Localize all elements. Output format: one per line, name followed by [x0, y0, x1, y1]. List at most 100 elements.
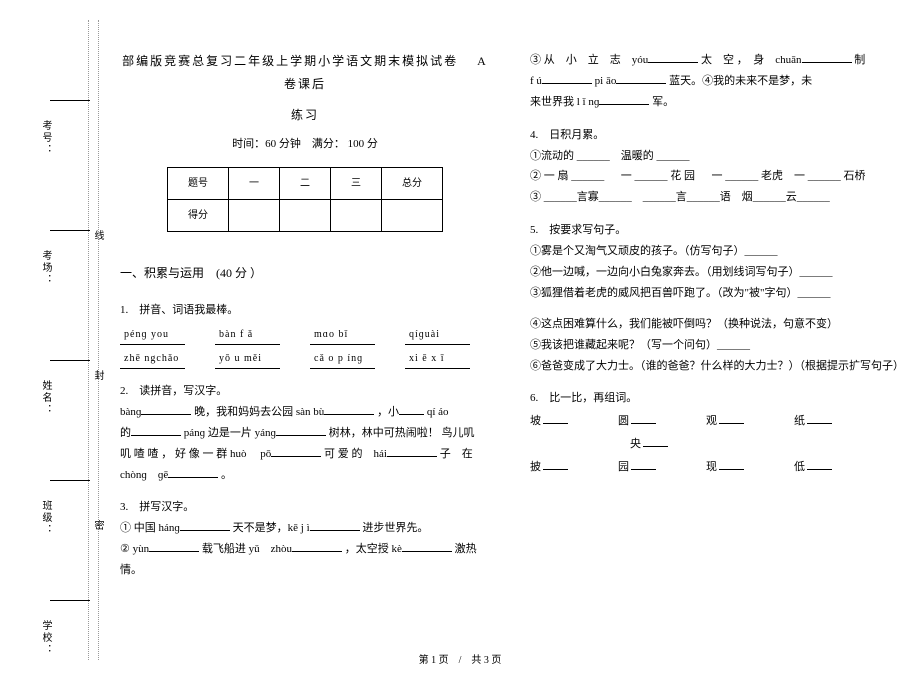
binding-line [50, 230, 90, 231]
binding-margin: 学校： 班级： 姓名： 考场： 考号： 密 封 线 [0, 0, 110, 681]
q3-line-1: ① 中国 hánɡ 天不是梦，kē j ì 进步世界先。 [120, 518, 490, 539]
q3-line-3: ③ 从 小 立 志 yóu 太 空 ， 身 chuān 制 [530, 50, 900, 71]
column-left: 部编版竞赛总复习二年级上学期小学语文期末模拟试卷 A 卷课后 练习 时间：60 … [120, 50, 490, 650]
char: 坡 [530, 411, 541, 432]
blank [719, 412, 744, 424]
compare-item: 低 [794, 457, 832, 478]
pinyin-item: yō u měi [215, 349, 280, 369]
binding-line [50, 360, 90, 361]
q4-line-1: ①流动的 ______ 温暖的 ______ [530, 146, 900, 167]
pinyin-item: qíɡuài [405, 325, 470, 345]
td-blank [331, 200, 382, 232]
q3-line-4: f ú pi āo 蓝天。④我的未来不是梦，未 [530, 71, 900, 92]
text: 的 [120, 427, 131, 439]
binding-line [50, 480, 90, 481]
binding-label-id: 考号： [38, 120, 53, 156]
text: ，小 [377, 406, 399, 418]
char: 低 [794, 457, 805, 478]
compare-item: 圆 [618, 411, 656, 432]
text: 子 在 [440, 448, 473, 460]
compare-item: 纸 [794, 411, 832, 432]
compare-item: 披 [530, 457, 568, 478]
q2-label: 2. 读拼音，写汉字。 [120, 381, 490, 402]
th-3: 三 [331, 168, 382, 200]
blank [402, 540, 452, 552]
th-label: 题号 [168, 168, 229, 200]
blank [149, 540, 199, 552]
blank [599, 93, 649, 105]
question-6: 6. 比一比，再组词。 坡 圆 观 纸 央 披 园 现 低 [530, 388, 900, 478]
timing-info: 时间：60 分钟 满分： 100 分 [120, 134, 490, 155]
binding-label-name: 姓名： [38, 380, 53, 416]
spacer [530, 304, 900, 314]
question-4: 4. 日积月累。 ①流动的 ______ 温暖的 ______ ② 一 扇 __… [530, 125, 900, 209]
compare-item: 观 [706, 411, 744, 432]
marker-xian: 线 [90, 230, 105, 240]
q6-label: 6. 比一比，再组词。 [530, 388, 900, 409]
column-right: ③ 从 小 立 志 yóu 太 空 ， 身 chuān 制 f ú pi āo … [530, 50, 900, 650]
blank [543, 412, 568, 424]
q5-s2: ②他一边喊，一边向小白兔家奔去。（用划线词写句子）______ [530, 262, 900, 283]
text: 进步世界先。 [362, 522, 428, 534]
char: 央 [630, 434, 641, 455]
text: 树林，林中可热闹啦！ 鸟儿叽 [329, 427, 475, 439]
pinyin-item: xi ē x ī [405, 349, 470, 369]
q5-label: 5. 按要求写句子。 [530, 220, 900, 241]
exam-title: 部编版竞赛总复习二年级上学期小学语文期末模拟试卷 A 卷课后 [120, 50, 490, 96]
q2-line-4: chònɡ ɡē 。 [120, 465, 490, 486]
question-1: 1. 拼音、词语我最棒。 pénɡ you bàn f ǎ mɑo bǐ qíɡ… [120, 300, 490, 369]
pinyin-item: pénɡ you [120, 325, 185, 345]
char: 观 [706, 411, 717, 432]
char: 园 [618, 457, 629, 478]
marker-feng: 封 [90, 370, 105, 380]
blank [543, 458, 568, 470]
text: 晚，我和妈妈去公园 sàn bù [194, 406, 324, 418]
question-3: 3. 拼写汉字。 ① 中国 hánɡ 天不是梦，kē j ì 进步世界先。 ② … [120, 497, 490, 581]
q5-s6: ⑥爸爸变成了大力士。（谁的爸爸？什么样的大力士？）（根据提示扩写句子） [530, 356, 900, 377]
blank [648, 51, 698, 63]
compare-row-1: 坡 圆 观 纸 [530, 411, 900, 432]
binding-label-room: 考场： [38, 250, 53, 286]
th-2: 二 [280, 168, 331, 200]
blank [141, 403, 191, 415]
blank [387, 445, 437, 457]
binding-line [50, 100, 90, 101]
th-1: 一 [229, 168, 280, 200]
blank [643, 435, 668, 447]
pinyin-item: mɑo bǐ [310, 325, 375, 345]
q4-line-2: ② 一 扇 ______ 一 ______ 花 园 一 ______ 老虎 一 … [530, 166, 900, 187]
td-blank [382, 200, 443, 232]
q1-label: 1. 拼音、词语我最棒。 [120, 300, 490, 321]
pinyin-item: cǎ o p ínɡ [310, 349, 375, 369]
q2-line-2: 的 pánɡ 边是一片 yánɡ 树林，林中可热闹啦！ 鸟儿叽 [120, 423, 490, 444]
blank [807, 412, 832, 424]
pinyin-item: zhē ngchǎo [120, 349, 185, 369]
text: 。 [221, 469, 232, 481]
table-score-row: 得分 [168, 200, 443, 232]
question-5: 5. 按要求写句子。 ①雾是个又淘气又顽皮的孩子。（仿写句子）______ ②他… [530, 220, 900, 376]
q4-label: 4. 日积月累。 [530, 125, 900, 146]
question-2: 2. 读拼音，写汉字。 bànɡ 晚，我和妈妈去公园 sàn bù ，小 qí … [120, 381, 490, 485]
q2-line-1: bànɡ 晚，我和妈妈去公园 sàn bù ，小 qí áo [120, 402, 490, 423]
text: pi āo [595, 75, 617, 87]
text: ② yùn [120, 543, 149, 555]
char: 纸 [794, 411, 805, 432]
q3-line-5: 来世界我 l ǐ nɡ 军。 [530, 92, 900, 113]
q4-line-3: ③ ______言寡______ ______言______语 烟______云… [530, 187, 900, 208]
text: 蓝天。④我的未来不是梦，未 [669, 75, 812, 87]
text: 载飞船进 yǔ zhòu [202, 543, 292, 555]
blank [631, 458, 656, 470]
q3-line-2: ② yùn 载飞船进 yǔ zhòu ，太空授 kè 激热情。 [120, 539, 490, 581]
blank [271, 445, 321, 457]
text: 天不是梦，kē j ì [233, 522, 310, 534]
text: 来世界我 l ǐ nɡ [530, 96, 599, 108]
td-label: 得分 [168, 200, 229, 232]
blank [631, 412, 656, 424]
q2-line-3: 叽 喳 喳 ， 好 像 一 群 huò pō 可 爱 的 hái 子 在 [120, 444, 490, 465]
blank [131, 424, 181, 436]
blank [802, 51, 852, 63]
text: 制 [854, 54, 865, 66]
td-blank [280, 200, 331, 232]
blank [324, 403, 374, 415]
text: qí áo [427, 406, 449, 418]
